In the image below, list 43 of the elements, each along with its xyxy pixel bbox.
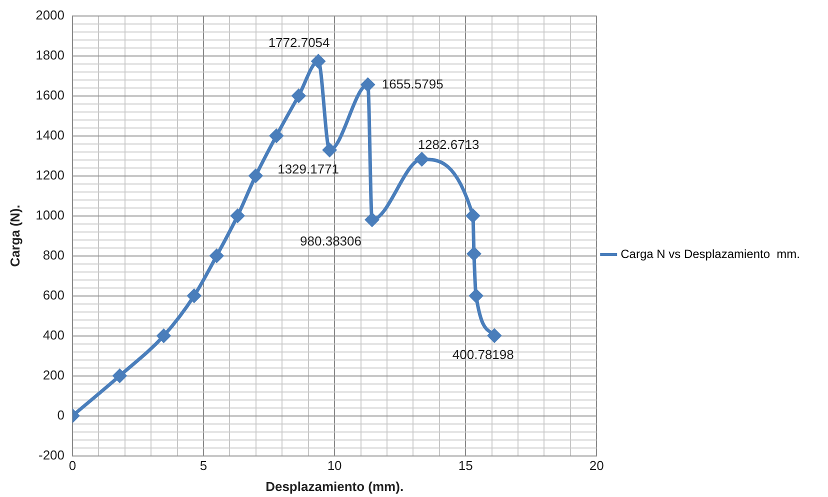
y-tick-label: 1800 xyxy=(36,47,65,62)
x-tick-label: 15 xyxy=(458,458,473,474)
x-tick-label: 10 xyxy=(327,458,342,474)
data-label: 1655.5795 xyxy=(382,76,444,92)
point xyxy=(210,249,224,263)
x-tick-label: 0 xyxy=(68,458,76,474)
x-tick-label: 5 xyxy=(200,458,208,474)
point xyxy=(156,329,170,343)
point xyxy=(292,89,306,103)
y-tick-label: 2000 xyxy=(36,7,65,22)
y-tick-label: 0 xyxy=(57,407,65,422)
data-label: 1772.7054 xyxy=(268,34,330,50)
data-label: 980.38306 xyxy=(300,233,362,248)
y-tick-label: 1000 xyxy=(36,207,65,222)
x-tick-label: 20 xyxy=(589,458,604,474)
point xyxy=(415,152,429,166)
point xyxy=(322,143,336,157)
point xyxy=(361,78,375,92)
point xyxy=(270,129,284,143)
point xyxy=(469,289,483,303)
point xyxy=(365,212,379,226)
x-axis-title: Desplazamiento (mm). xyxy=(266,478,404,494)
y-tick-label: -200 xyxy=(38,447,65,462)
y-tick-label: 1600 xyxy=(36,87,65,102)
data-label: 400.78198 xyxy=(452,347,514,362)
y-tick-label: 600 xyxy=(42,287,65,302)
point xyxy=(112,369,126,383)
point xyxy=(466,209,480,223)
data-label: 1282.6713 xyxy=(418,136,480,152)
point xyxy=(312,54,326,68)
y-tick-label: 400 xyxy=(42,327,65,342)
legend-label: Carga N vs Desplazamiento mm. xyxy=(620,246,800,261)
y-axis-title: Carga (N). xyxy=(7,204,22,267)
point xyxy=(248,169,262,183)
y-tick-label: 1200 xyxy=(36,167,65,182)
point xyxy=(488,328,502,342)
point xyxy=(187,289,201,303)
y-tick-label: 1400 xyxy=(36,127,65,142)
point xyxy=(467,247,481,261)
data-label: 1329.1771 xyxy=(278,162,340,177)
y-tick-label: 200 xyxy=(42,367,65,382)
y-tick-label: 800 xyxy=(42,247,65,262)
point xyxy=(230,209,244,223)
